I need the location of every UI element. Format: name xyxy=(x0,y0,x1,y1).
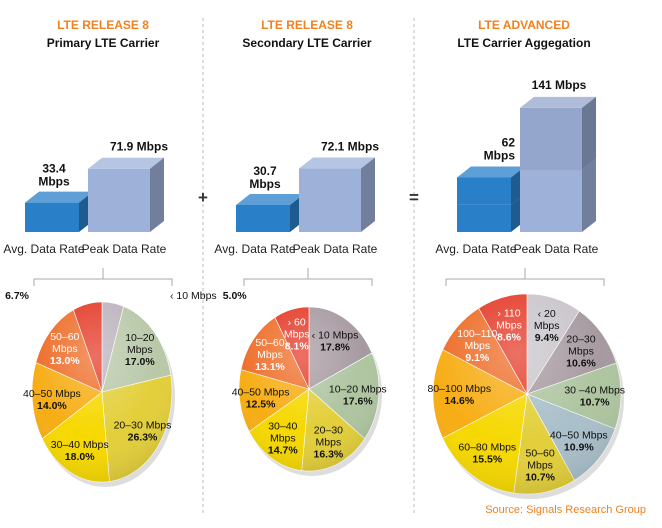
pie-slice-label: 60–80 Mbps 15.5% xyxy=(458,441,516,465)
pie-slice-label: 100–110 Mbps 9.1% xyxy=(457,328,497,364)
pie-slice-label: 50–60 Mbps 13.1% xyxy=(255,337,285,373)
bar-peak-lower-side xyxy=(582,158,596,232)
peak-value-label: 141 Mbps xyxy=(532,78,587,92)
pie-slice-label: › 60 Mbps 8.1% xyxy=(284,316,310,352)
header-kicker-3: LTE ADVANCED xyxy=(478,18,570,32)
avg-value-label: 62 Mbps xyxy=(484,135,516,162)
header-kicker-2: LTE RELEASE 8 xyxy=(261,18,353,32)
pie-slice-label: 50–60 Mbps 10.7% xyxy=(525,448,555,484)
category-label-peak: Peak Data Rate xyxy=(293,242,378,256)
pie-slice-label: 20–30 Mbps 26.3% xyxy=(114,420,172,444)
category-label-peak: Peak Data Rate xyxy=(82,242,167,256)
bar-avg-lower-front xyxy=(457,204,511,232)
pie-slice-label: 40–50 Mbps 14.0% xyxy=(23,388,81,412)
bar-peak-top xyxy=(299,157,375,169)
bar-peak-side xyxy=(150,157,164,232)
avg-value-label: 30.7 Mbps xyxy=(249,164,281,191)
category-label-avg: Avg. Data Rate xyxy=(3,242,84,256)
pie-chart-secondary: ‹ 10 Mbps 17.8% 10–20 Mbps 17.6% 20–30 Mbps 16… xyxy=(232,306,387,476)
bracket-2 xyxy=(243,268,373,286)
pie-slice-label: ‹ 10 Mbps 5.0% xyxy=(170,290,247,302)
pie-slice-label: 30 –40 Mbps 10.7% xyxy=(564,385,625,409)
pie-slice-label: › 110 Mbps 8.6% xyxy=(496,308,522,344)
bar-peak-front xyxy=(299,168,361,232)
bracket-1 xyxy=(33,268,173,286)
pie-slice-label: ‹ 10 Mbps 17.8% xyxy=(312,329,359,353)
bar-peak-upper-front xyxy=(520,107,582,170)
pie-slice-label: 30–40 Mbps 14.7% xyxy=(268,421,298,457)
header-kicker-1: LTE RELEASE 8 xyxy=(57,18,149,32)
header-title-2: Secondary LTE Carrier xyxy=(242,36,371,50)
bar-peak-lower-front xyxy=(520,169,582,232)
pie-chart-primary: ‹ 10 Mbps 5.0% 10–20 Mbps 17.0% 20–30 Mbps 26.… xyxy=(0,290,247,487)
bar-avg-upper-top xyxy=(457,166,525,178)
peak-value-label: 71.9 Mbps xyxy=(110,140,168,154)
pie-slice-label: 30–40 Mbps 18.0% xyxy=(51,439,109,463)
bar-peak-upper-top xyxy=(520,96,596,108)
pie-slice-label: 10–20 Mbps 17.6% xyxy=(329,384,387,408)
pie-slice-label: 20–30 Mbps 16.3% xyxy=(314,425,344,461)
bar-peak-top xyxy=(88,157,164,169)
header-title-3: LTE Carrier Aggegation xyxy=(457,36,590,50)
pie-slice-label: ‹ 20 Mbps 9.4% xyxy=(534,308,560,344)
plus-operator: + xyxy=(198,188,208,207)
pie-chart-aggregation: ‹ 20 Mbps 9.4% 20–30 Mbps 10.6% 30 –40 Mbps 10.… xyxy=(427,293,625,499)
pie-slice-label: 80–100 Mbps 14.6% xyxy=(427,383,491,407)
peak-value-label: 72.1 Mbps xyxy=(321,140,379,154)
pie-slice-label: 40–50 Mbps 12.5% xyxy=(232,387,290,411)
source-note: Source: Signals Research Group xyxy=(485,504,646,516)
category-label-peak: Peak Data Rate xyxy=(514,242,599,256)
pie-slice-label: 40–50 Mbps 10.9% xyxy=(550,429,608,453)
bar-avg-front xyxy=(236,204,290,232)
pie-slice-label: 10–20 Mbps 17.0% xyxy=(125,332,155,368)
equals-operator: = xyxy=(409,188,419,207)
bar-peak-front xyxy=(88,168,150,232)
bracket-connectors xyxy=(33,268,605,286)
pie-slice-label: › 60 Mbps6.7% xyxy=(0,290,30,302)
category-label-avg: Avg. Data Rate xyxy=(435,242,516,256)
pie-slice-label: 20–30 Mbps 10.6% xyxy=(566,334,596,370)
bracket-3 xyxy=(445,268,605,286)
bar-avg-upper-front xyxy=(457,177,511,205)
bar-avg-front xyxy=(25,202,79,232)
bar-peak-upper-side xyxy=(582,96,596,170)
bar-peak-side xyxy=(361,157,375,232)
pie-slice-label: 50–60 Mbps 13.0% xyxy=(50,331,80,367)
avg-value-label: 33.4 Mbps xyxy=(38,162,70,189)
category-label-avg: Avg. Data Rate xyxy=(214,242,295,256)
header-title-1: Primary LTE Carrier xyxy=(47,36,160,50)
bar-avg-top xyxy=(25,191,93,203)
bar-avg-top xyxy=(236,193,304,205)
